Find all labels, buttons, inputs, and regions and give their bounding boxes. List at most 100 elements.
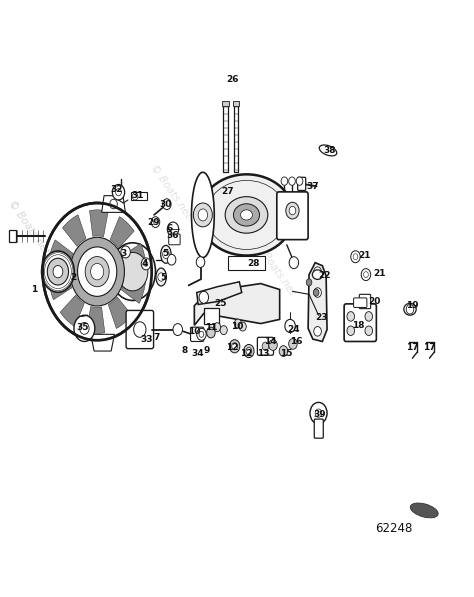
FancyBboxPatch shape xyxy=(314,419,323,438)
Circle shape xyxy=(232,343,237,350)
FancyBboxPatch shape xyxy=(126,310,154,349)
Wedge shape xyxy=(122,244,146,269)
Wedge shape xyxy=(49,240,73,266)
Text: 19: 19 xyxy=(406,301,419,310)
Text: 12: 12 xyxy=(240,349,253,358)
Circle shape xyxy=(70,237,124,306)
Circle shape xyxy=(406,304,414,314)
Circle shape xyxy=(74,315,95,341)
Wedge shape xyxy=(86,306,105,333)
Ellipse shape xyxy=(199,174,294,256)
Text: 37: 37 xyxy=(307,181,319,191)
FancyBboxPatch shape xyxy=(204,308,219,324)
Ellipse shape xyxy=(240,210,252,220)
Text: 16: 16 xyxy=(290,337,302,346)
Circle shape xyxy=(314,327,321,336)
Circle shape xyxy=(314,267,321,276)
FancyBboxPatch shape xyxy=(222,101,229,106)
Text: 11: 11 xyxy=(205,322,217,332)
Text: 10: 10 xyxy=(188,327,201,336)
Polygon shape xyxy=(131,192,147,200)
Text: © Boats.net: © Boats.net xyxy=(6,198,51,256)
Circle shape xyxy=(163,250,169,259)
Ellipse shape xyxy=(312,270,323,279)
Circle shape xyxy=(279,346,288,356)
Text: 1: 1 xyxy=(31,285,37,294)
FancyBboxPatch shape xyxy=(257,337,273,355)
FancyBboxPatch shape xyxy=(234,103,238,172)
FancyBboxPatch shape xyxy=(9,230,16,242)
Circle shape xyxy=(285,319,295,333)
Text: 32: 32 xyxy=(110,185,122,195)
Circle shape xyxy=(121,246,130,258)
Text: 3: 3 xyxy=(120,249,127,259)
Circle shape xyxy=(353,254,358,260)
Circle shape xyxy=(151,217,160,227)
Text: 22: 22 xyxy=(319,271,331,281)
Circle shape xyxy=(310,402,327,424)
Circle shape xyxy=(197,328,206,340)
Circle shape xyxy=(315,409,322,417)
Text: 15: 15 xyxy=(281,349,293,358)
Circle shape xyxy=(91,263,104,280)
Circle shape xyxy=(167,222,179,236)
Circle shape xyxy=(213,322,221,332)
Text: 29: 29 xyxy=(148,217,160,227)
Circle shape xyxy=(109,199,117,209)
Polygon shape xyxy=(194,284,280,325)
Circle shape xyxy=(199,331,204,337)
Text: 5: 5 xyxy=(160,273,167,282)
Text: © Boats.net: © Boats.net xyxy=(253,240,297,297)
Wedge shape xyxy=(121,277,146,303)
Wedge shape xyxy=(108,297,132,328)
Wedge shape xyxy=(63,215,86,247)
Polygon shape xyxy=(308,263,327,341)
Circle shape xyxy=(158,273,164,281)
Text: 21: 21 xyxy=(359,251,371,260)
Text: 2: 2 xyxy=(70,273,77,282)
Text: 36: 36 xyxy=(167,231,179,241)
Circle shape xyxy=(144,261,148,266)
Ellipse shape xyxy=(233,204,260,226)
Circle shape xyxy=(199,291,209,303)
Polygon shape xyxy=(197,282,242,304)
FancyBboxPatch shape xyxy=(169,234,180,245)
Text: 8: 8 xyxy=(182,346,188,355)
Circle shape xyxy=(313,289,319,296)
Circle shape xyxy=(207,327,215,338)
Circle shape xyxy=(141,258,151,270)
Ellipse shape xyxy=(410,503,438,518)
Text: 62248: 62248 xyxy=(375,522,412,535)
Circle shape xyxy=(286,202,299,219)
FancyBboxPatch shape xyxy=(277,192,308,239)
Circle shape xyxy=(289,257,299,269)
Text: 23: 23 xyxy=(315,313,328,322)
Wedge shape xyxy=(90,210,108,237)
Circle shape xyxy=(234,319,241,328)
Circle shape xyxy=(193,203,212,227)
Text: 20: 20 xyxy=(368,297,381,306)
Text: 38: 38 xyxy=(323,146,336,155)
FancyBboxPatch shape xyxy=(344,304,376,341)
Wedge shape xyxy=(60,295,84,327)
Circle shape xyxy=(269,340,277,350)
Text: 13: 13 xyxy=(257,349,269,358)
Wedge shape xyxy=(110,217,134,248)
Text: 28: 28 xyxy=(247,259,260,269)
Circle shape xyxy=(347,326,355,336)
Circle shape xyxy=(364,272,368,278)
Circle shape xyxy=(262,342,269,350)
Ellipse shape xyxy=(225,196,268,233)
Text: 30: 30 xyxy=(160,199,172,209)
Circle shape xyxy=(244,344,254,358)
Text: 21: 21 xyxy=(373,269,385,278)
Circle shape xyxy=(132,193,138,200)
Circle shape xyxy=(163,199,171,210)
Text: 18: 18 xyxy=(352,321,364,330)
Circle shape xyxy=(173,324,182,336)
Text: 39: 39 xyxy=(314,410,326,420)
Circle shape xyxy=(220,326,227,334)
Circle shape xyxy=(289,177,295,185)
Circle shape xyxy=(134,322,146,337)
Circle shape xyxy=(365,312,373,321)
